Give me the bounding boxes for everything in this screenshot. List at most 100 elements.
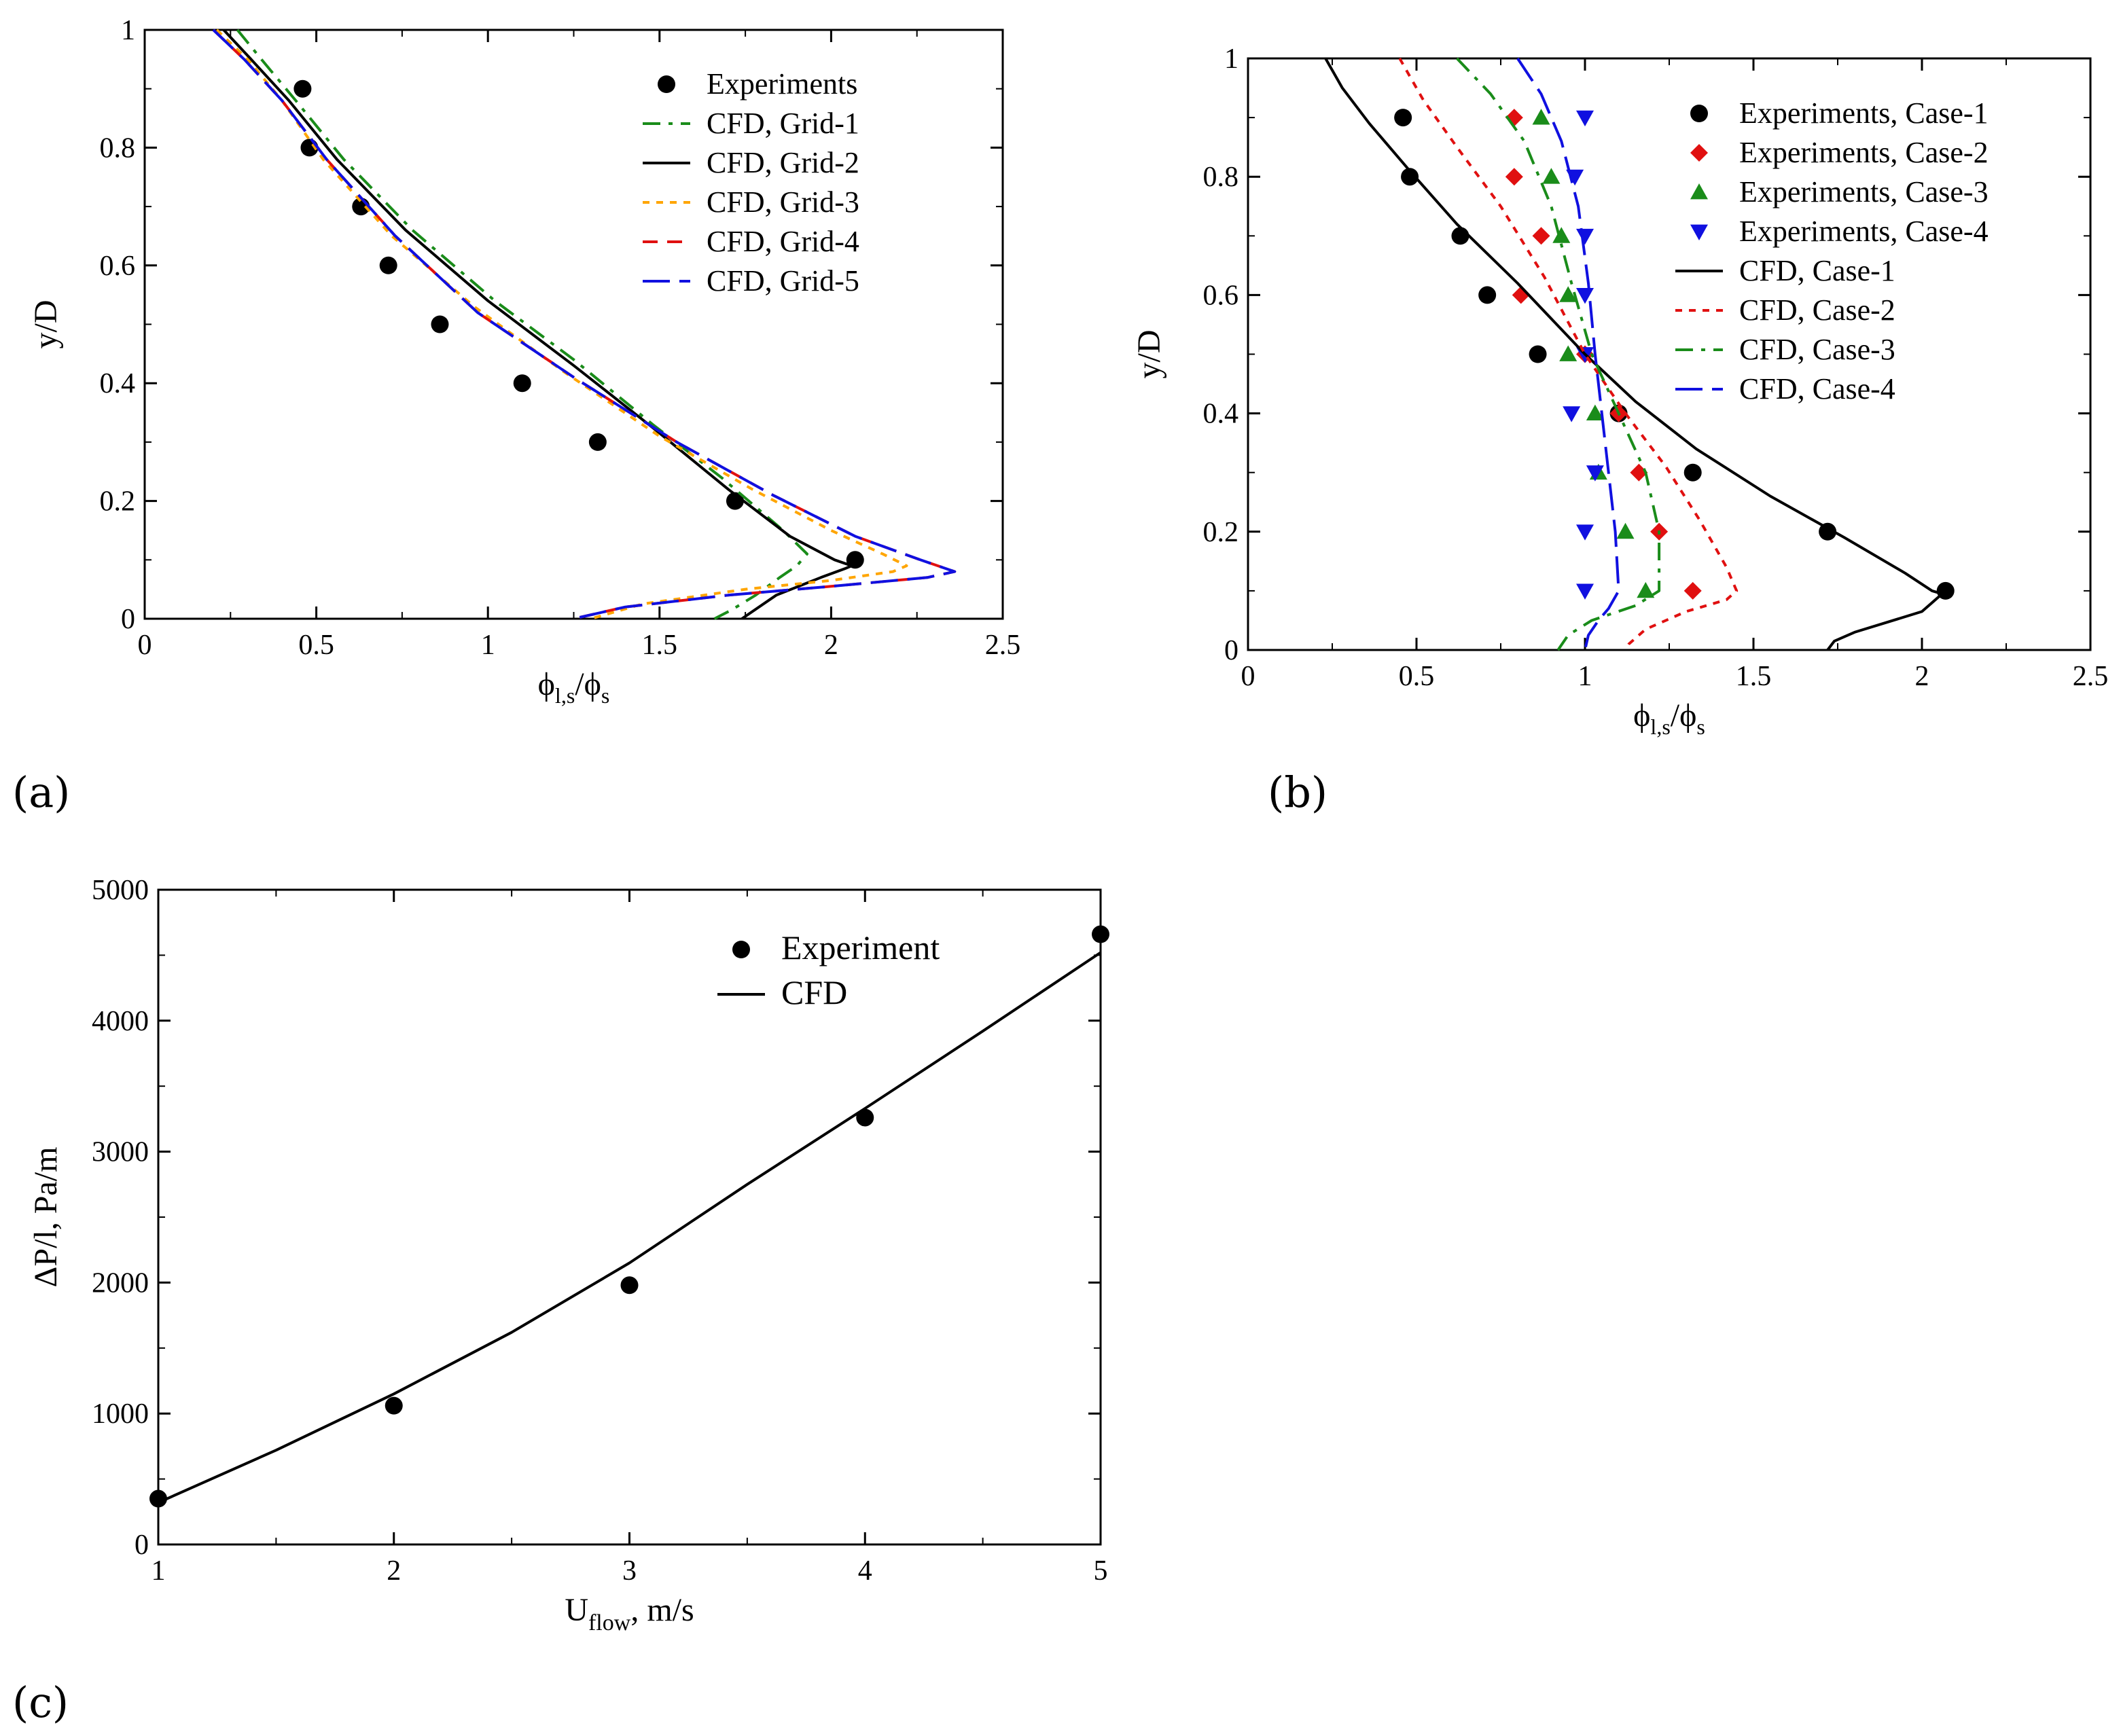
legend-label-experiments: Experiments [707, 67, 857, 101]
series-cfd-case-3 [1456, 57, 1661, 651]
series-cfd-case-2 [1398, 58, 1739, 651]
legend-label-cfd-case-4: CFD, Case-4 [1739, 372, 1895, 405]
legend-label-cfd: CFD [781, 973, 847, 1011]
legend-label-cfd-grid-5: CFD, Grid-5 [707, 264, 859, 297]
legend-label-experiment: Experiment [781, 928, 940, 966]
y-tick-label: 5000 [92, 875, 149, 906]
data-point-experiments-case-4 [1563, 406, 1581, 422]
data-point-experiments-case-4 [1576, 524, 1594, 541]
y-tick-label: 0 [135, 1530, 149, 1561]
series-cfd-grid-2 [222, 29, 853, 620]
legend-label-cfd-grid-3: CFD, Grid-3 [707, 185, 859, 219]
data-point-experiments-case-2 [1683, 581, 1702, 600]
series-line-cfd [158, 951, 1102, 1504]
data-point-experiments-case-3 [1586, 404, 1604, 420]
data-point-experiments [513, 374, 531, 393]
y-axis-label: y/D [28, 300, 64, 349]
legend-label-cfd-grid-1: CFD, Grid-1 [707, 107, 859, 140]
data-point-experiments [293, 79, 312, 98]
legend-marker-experiment [732, 941, 750, 958]
y-tick-label: 0.2 [1203, 517, 1239, 548]
legend-label-cfd-case-2: CFD, Case-2 [1739, 293, 1895, 327]
x-tick-label: 3 [622, 1555, 637, 1587]
y-tick-label: 0.8 [1203, 162, 1239, 193]
legend: Experiments, Case-1 Experiments, Case-2 Ex… [1675, 96, 1989, 405]
legend-marker-experiments-case-1 [1690, 105, 1708, 122]
series-line-cfd-case-1 [1324, 58, 1944, 651]
legend-marker-experiments-case-3 [1690, 183, 1708, 200]
series-line-cfd-grid-5 [212, 29, 957, 620]
series-cfd-grid-3 [215, 29, 908, 620]
legend-label-experiments-case-4: Experiments, Case-4 [1739, 215, 1989, 248]
x-tick-label: 0 [138, 630, 152, 661]
legend-label-cfd-case-1: CFD, Case-1 [1739, 254, 1895, 287]
y-axis-label: y/D [1131, 330, 1167, 379]
series-experiments-case-3 [1532, 109, 1655, 598]
data-point-experiments-case-4 [1576, 583, 1594, 600]
legend-label-cfd-case-3: CFD, Case-3 [1739, 333, 1895, 366]
data-point-experiments-case-3 [1542, 168, 1561, 184]
x-axis-label: ϕl,s/ϕs [538, 666, 610, 708]
x-axis-label: Uflow, m/s [565, 1592, 694, 1635]
data-point-experiments-case-3 [1552, 227, 1571, 243]
y-tick-label: 3000 [92, 1137, 149, 1168]
data-point-experiments-case-3 [1532, 109, 1550, 125]
x-tick-label: 0.5 [298, 630, 334, 661]
y-tick-label: 2000 [92, 1267, 149, 1299]
series-experiment [149, 925, 1109, 1508]
legend-label-experiments-case-3: Experiments, Case-3 [1739, 175, 1989, 209]
y-tick-label: 1 [121, 15, 135, 46]
legend-label-experiments-case-2: Experiments, Case-2 [1739, 136, 1989, 169]
series-cfd-grid-1 [236, 29, 808, 620]
x-tick-label: 1.5 [1736, 661, 1772, 692]
series-line-cfd-grid-1 [236, 29, 808, 620]
x-tick-label: 2.5 [985, 630, 1021, 661]
series-line-cfd-grid-3 [215, 29, 908, 620]
y-tick-label: 0.4 [100, 368, 136, 399]
data-point-experiments-case-1 [1478, 286, 1497, 304]
legend-label-experiments-case-1: Experiments, Case-1 [1739, 96, 1989, 130]
y-tick-label: 0.4 [1203, 399, 1239, 430]
data-point-experiments-case-1 [1529, 345, 1547, 363]
legend-marker-experiments-case-4 [1690, 224, 1708, 240]
x-tick-label: 2.5 [2073, 661, 2109, 692]
y-tick-label: 0.6 [100, 251, 136, 282]
x-tick-label: 1.5 [642, 630, 678, 661]
panel-label-c: (c) [12, 1678, 69, 1727]
y-tick-label: 0.8 [100, 132, 136, 164]
legend-label-cfd-grid-2: CFD, Grid-2 [707, 146, 859, 179]
data-point-experiments-case-2 [1505, 168, 1523, 186]
data-point-experiments [379, 256, 397, 274]
data-point-experiments-case-3 [1559, 286, 1578, 302]
x-tick-label: 1 [481, 630, 495, 661]
x-tick-label: 5 [1094, 1555, 1108, 1587]
data-point-experiments-case-1 [1394, 109, 1412, 127]
chart-b: 0 0.5 1 1.5 2 2.5 0 0.2 0.4 0.6 0.8 1 ϕl,s/ϕs y/D Expe… [1131, 43, 2108, 739]
data-point-experiments-case-1 [1683, 463, 1702, 482]
chart-a: 0 0.5 1 1.5 2 2.5 0 0.2 0.4 0.6 0.8 1 ϕl,s/ϕs y/D Expe… [28, 15, 1020, 708]
y-axis-label: ΔP/l, Pa/m [28, 1147, 64, 1288]
y-tick-label: 0 [1224, 635, 1238, 666]
panel-label-a: (a) [12, 767, 70, 817]
data-point-experiments-case-4 [1586, 465, 1604, 482]
data-point-experiments [431, 315, 449, 333]
series-experiments [293, 79, 864, 569]
legend: Experiment CFD [717, 928, 940, 1011]
data-point-experiments-case-1 [1401, 168, 1419, 186]
data-point-experiment [620, 1276, 639, 1295]
x-tick-label: 1 [152, 1555, 166, 1587]
y-tick-label: 4000 [92, 1006, 149, 1037]
x-axis-label: ϕl,s/ϕs [1633, 698, 1705, 739]
series-line-cfd-case-2 [1398, 58, 1739, 651]
series-cfd-case-1 [1324, 58, 1944, 651]
x-tick-label: 0 [1241, 661, 1255, 692]
y-tick-label: 1 [1224, 43, 1238, 75]
panel-label-b: (b) [1268, 767, 1327, 817]
data-point-experiments-case-4 [1576, 228, 1594, 245]
data-point-experiments-case-4 [1576, 288, 1594, 304]
x-tick-label: 0.5 [1399, 661, 1435, 692]
y-tick-label: 1000 [92, 1398, 149, 1430]
data-point-experiments-case-3 [1559, 345, 1578, 361]
data-point-experiments-case-2 [1630, 463, 1648, 482]
